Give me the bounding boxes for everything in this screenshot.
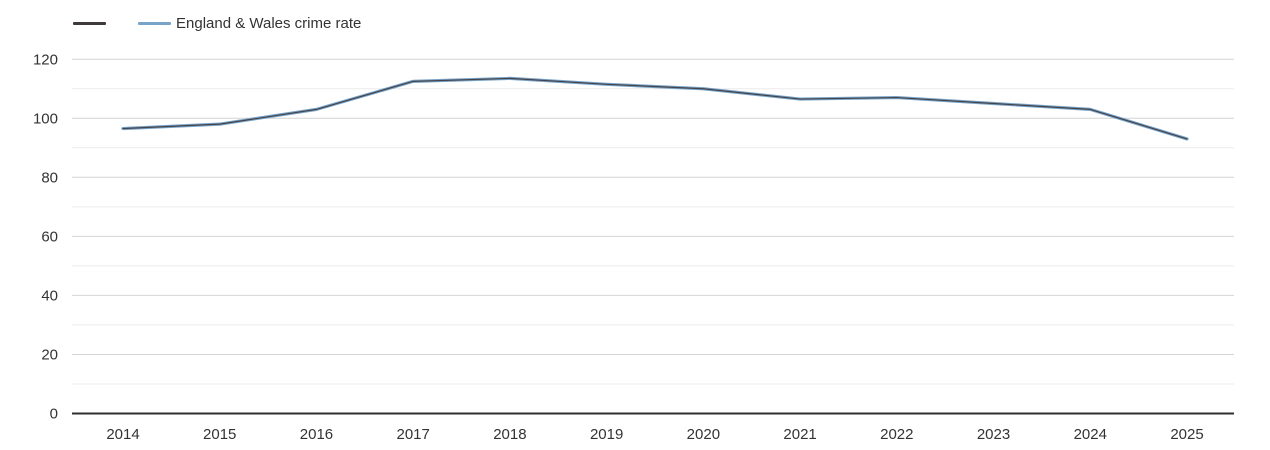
- x-axis-tick-label: 2018: [493, 426, 526, 443]
- legend-swatch-series2: [138, 22, 171, 25]
- x-axis-tick-label: 2019: [590, 426, 623, 443]
- y-axis-tick-label: 40: [41, 288, 58, 305]
- y-axis-tick-label: 0: [50, 406, 58, 423]
- y-axis-tick-label: 120: [33, 51, 58, 68]
- x-axis-tick-label: 2025: [1170, 426, 1203, 443]
- x-axis-tick-label: 2020: [687, 426, 720, 443]
- y-axis-tick-label: 60: [41, 229, 58, 246]
- x-axis-tick-label: 2015: [203, 426, 236, 443]
- legend-label-series2: England & Wales crime rate: [176, 15, 362, 32]
- x-axis-tick-label: 2023: [977, 426, 1010, 443]
- x-axis-tick-label: 2021: [783, 426, 816, 443]
- series-line-dark-overlay: [122, 77, 1188, 140]
- legend: England & Wales crime rate: [0, 0, 1270, 40]
- y-axis-tick-label: 80: [41, 170, 58, 187]
- x-axis-tick-label: 2022: [880, 426, 913, 443]
- x-axis-tick-label: 2014: [106, 426, 139, 443]
- legend-swatch-series1: [73, 22, 106, 25]
- series-line-england-wales: [121, 76, 1189, 141]
- x-axis-tick-label: 2024: [1074, 426, 1107, 443]
- x-axis-tick-label: 2016: [300, 426, 333, 443]
- y-axis-tick-label: 100: [33, 110, 58, 127]
- y-axis-tick-label: 20: [41, 347, 58, 364]
- x-axis-tick-label: 2017: [396, 426, 429, 443]
